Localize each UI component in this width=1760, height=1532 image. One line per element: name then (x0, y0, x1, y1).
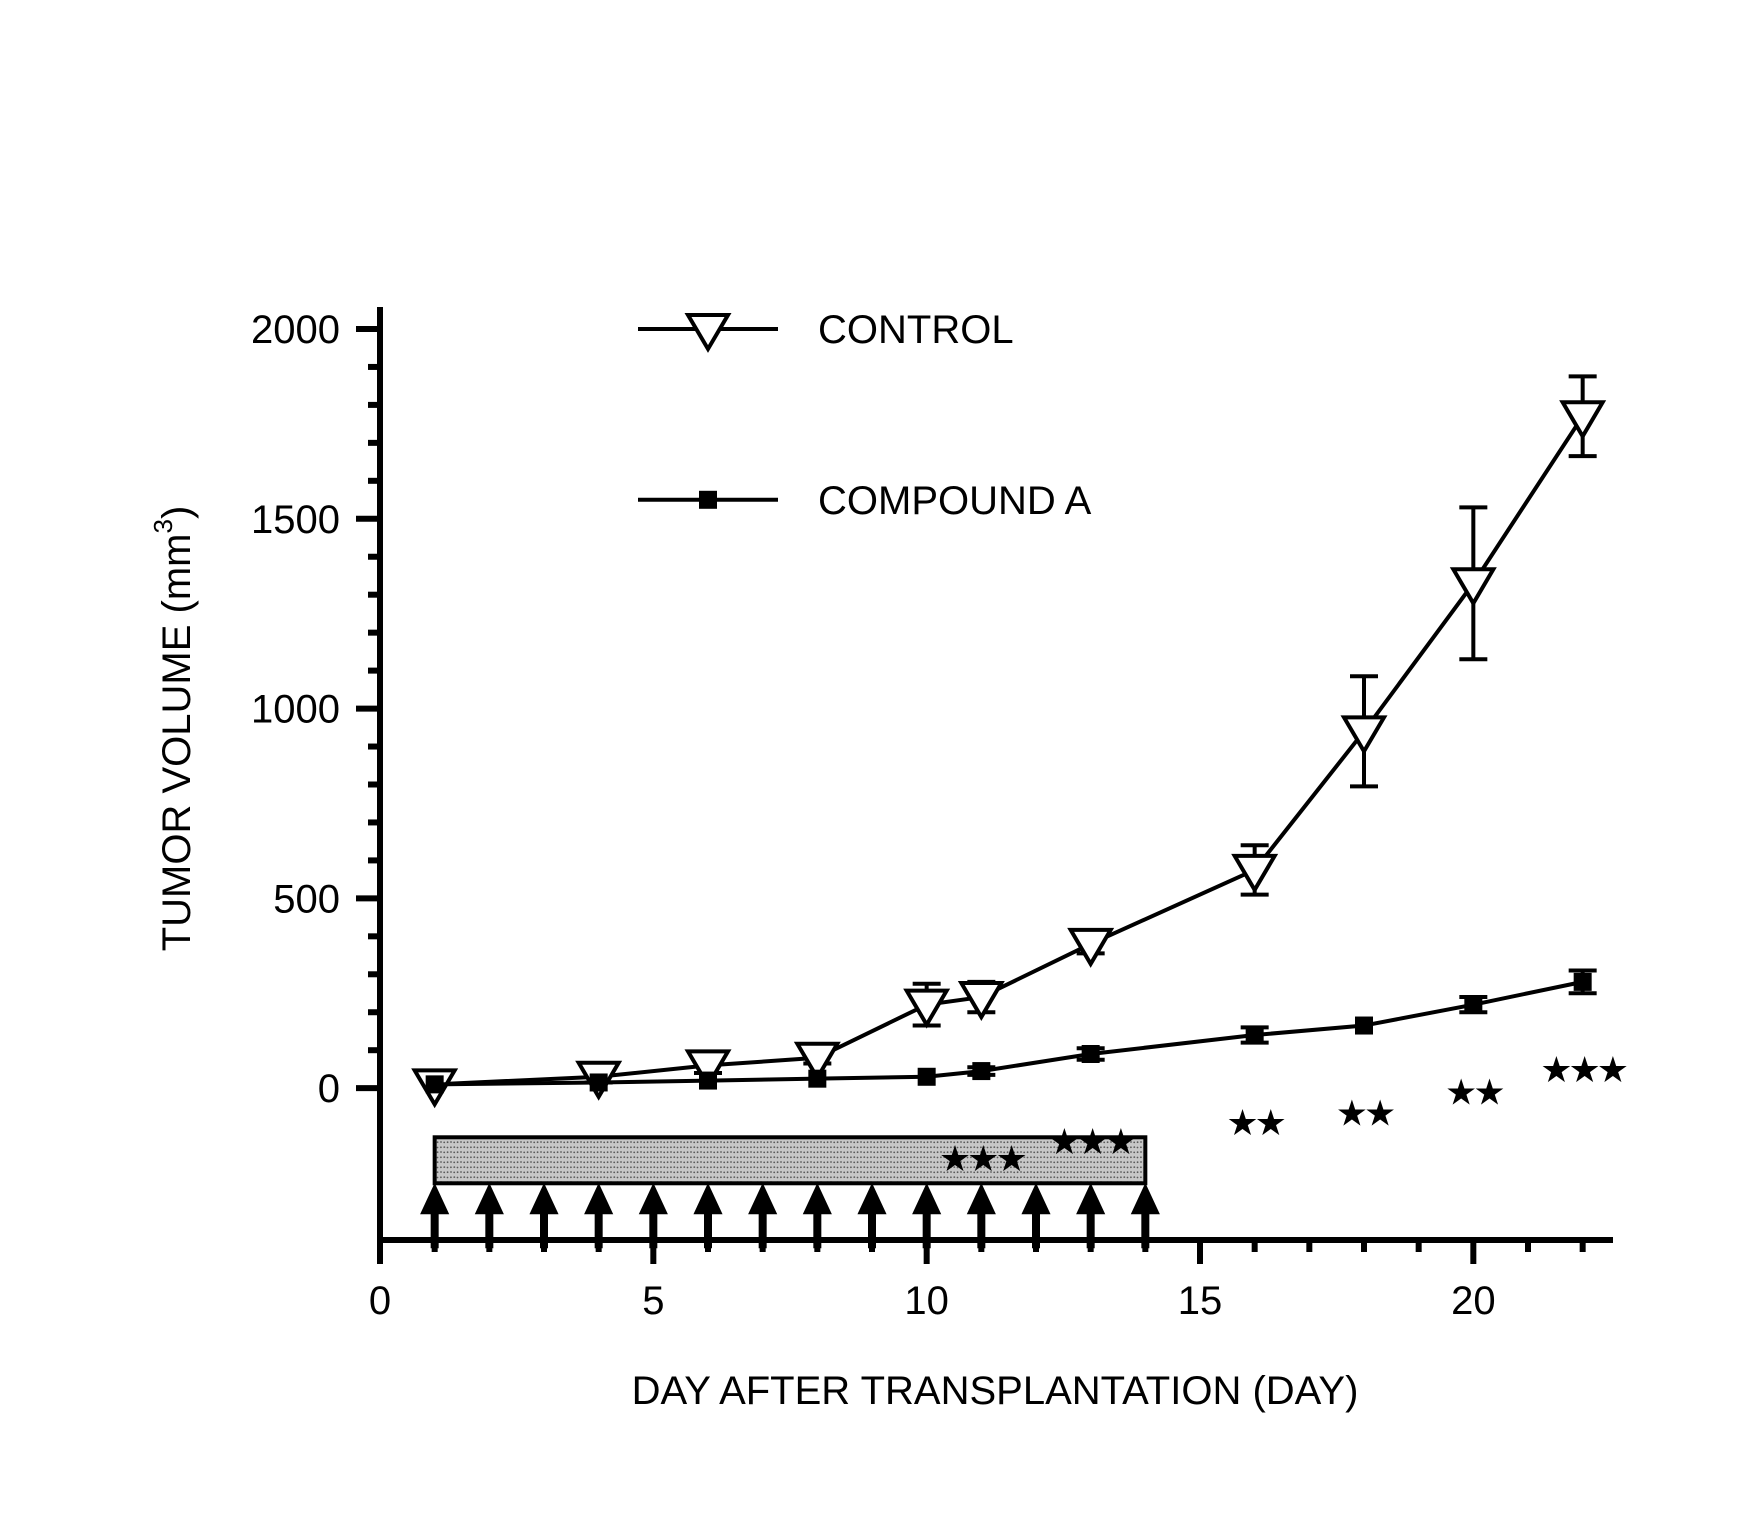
y-tick-label: 500 (273, 877, 340, 921)
y-tick-label: 0 (318, 1067, 340, 1111)
significance-marker: ★★★ (1048, 1121, 1135, 1162)
marker-square-icon (1083, 1047, 1098, 1062)
marker-square-icon (427, 1077, 442, 1092)
significance-marker: ★★ (1336, 1093, 1394, 1134)
marker-square-icon (1357, 1018, 1372, 1033)
x-tick-label: 5 (642, 1279, 664, 1323)
marker-square-icon (919, 1069, 934, 1084)
marker-square-icon (591, 1075, 606, 1090)
chart-svg: 0 500 1000 1500 2000 0 5 10 15 20 TUMOR VOLUME (mm… (0, 0, 1760, 1532)
significance-marker: ★★ (1445, 1072, 1503, 1113)
marker-square-icon (1466, 997, 1481, 1012)
significance-marker: ★★★ (939, 1138, 1026, 1179)
svg-text:TUMOR VOLUME (mm3): TUMOR VOLUME (mm3) (148, 506, 199, 952)
x-tick-label: 10 (904, 1279, 949, 1323)
treatment-bar (435, 1137, 1146, 1183)
x-tick-label: 20 (1451, 1279, 1496, 1323)
significance-marker: ★★★ (1540, 1049, 1627, 1090)
y-tick-label: 1500 (251, 498, 340, 542)
x-axis-label: DAY AFTER TRANSPLANTATION (DAY) (632, 1369, 1359, 1413)
marker-square-icon (701, 492, 716, 507)
x-tick-label: 0 (369, 1279, 391, 1323)
marker-square-icon (974, 1064, 989, 1079)
marker-square-icon (701, 1073, 716, 1088)
marker-square-icon (1575, 974, 1590, 989)
figure-container: FIG. 1 050010001500200005101520TUMOR VOL… (0, 0, 1760, 1532)
legend-label: COMPOUND A (818, 479, 1092, 523)
legend-label: CONTROL (818, 308, 1014, 352)
y-axis-label: TUMOR VOLUME (mm3) (148, 506, 199, 952)
y-tick-label: 1000 (251, 688, 340, 732)
significance-marker: ★★ (1226, 1102, 1284, 1143)
y-tick-label: 2000 (251, 308, 340, 352)
marker-square-icon (1247, 1028, 1262, 1043)
marker-square-icon (810, 1071, 825, 1086)
x-tick-label: 15 (1178, 1279, 1223, 1323)
